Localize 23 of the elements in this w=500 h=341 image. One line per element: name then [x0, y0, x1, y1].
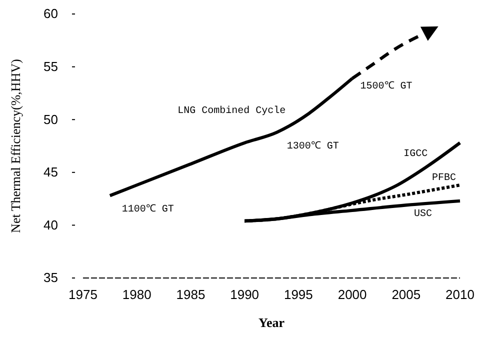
annotation: 1500℃ GT — [360, 80, 412, 92]
x-tick-label: 1975 — [68, 287, 98, 302]
x-tick-label: 2010 — [446, 287, 474, 302]
y-tick-label: 55 — [44, 58, 58, 74]
x-tick-label: 2005 — [392, 287, 421, 302]
y-tick-label: 35 — [44, 270, 58, 286]
y-tick-label: 50 — [44, 112, 58, 127]
annotation: PFBC — [432, 173, 456, 184]
annotation: 1300℃ GT — [286, 140, 339, 152]
x-tick-label: 1980 — [122, 287, 152, 302]
x-axis-title: Year — [258, 315, 285, 330]
x-tick-label: 1990 — [230, 287, 260, 302]
y-tick-label: 45 — [44, 164, 58, 180]
x-tick-label: 1995 — [284, 287, 313, 302]
y-axis-title: Net Thermal Efficiency(%,HHV) — [8, 59, 23, 233]
annotation: LNG Combined Cycle — [178, 104, 286, 117]
annotation: USC — [414, 208, 432, 220]
y-tick-label: 60 — [44, 6, 58, 22]
y-tick-label: 40 — [44, 217, 58, 232]
annotation: IGCC — [404, 149, 428, 160]
x-tick-label: 2000 — [338, 287, 367, 302]
annotation: 1100℃ GT — [122, 204, 174, 216]
x-tick-label: 1985 — [176, 287, 206, 302]
